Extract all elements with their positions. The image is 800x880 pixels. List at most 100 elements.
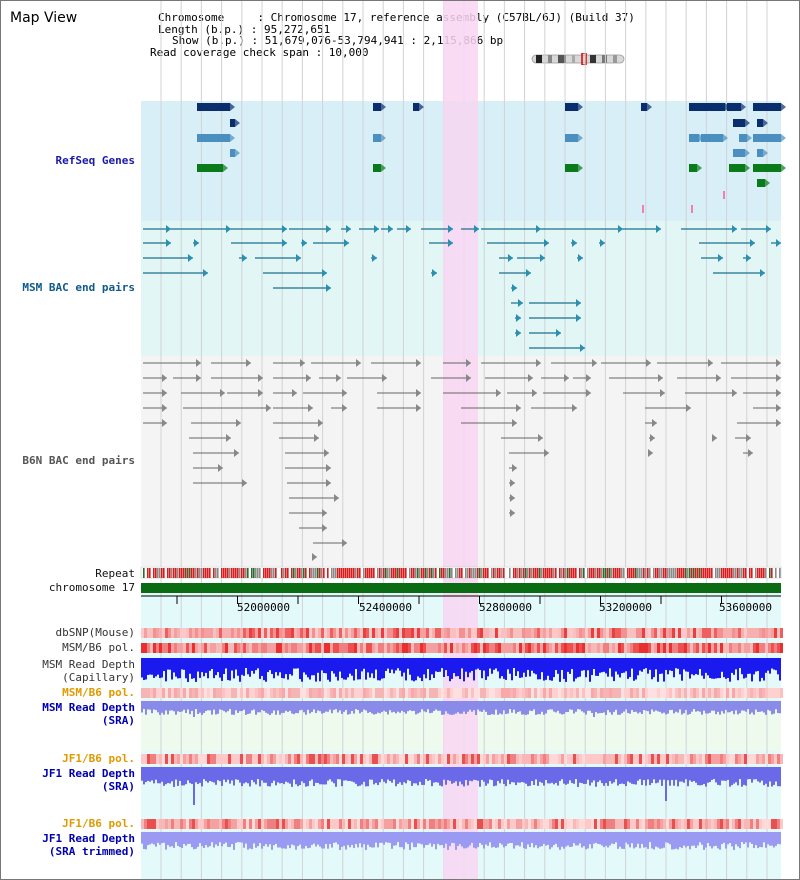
depth-bar [169,701,171,711]
repeat-mark [539,568,541,578]
repeat-mark [371,568,373,578]
depth-bar [547,658,549,676]
depth-bar [475,701,477,715]
depth-bar [763,701,765,713]
depth-bar [735,701,737,711]
depth-bar [401,701,403,711]
depth-bar [551,658,553,681]
heat-cell [258,688,261,698]
depth-bar [361,658,363,672]
depth-bar [693,658,695,676]
chromosome-ideogram[interactable] [530,53,626,65]
depth-bar [619,658,621,678]
repeat-mark [739,568,741,578]
heat-cell [207,643,210,653]
repeat-mark [589,568,591,578]
repeat-mark [149,568,151,578]
gene-feature [757,179,765,187]
heat-cell [339,643,342,653]
heat-cell [714,643,717,653]
depth-bar [497,767,499,782]
repeat-mark [657,568,659,578]
heat-cell [387,628,390,638]
depth-bar [375,767,377,783]
depth-bar [141,832,143,844]
heat-cell [396,754,399,764]
heat-cell [423,688,426,698]
depth-bar [669,767,671,786]
heat-cell [291,628,294,638]
depth-bar [249,658,251,677]
heat-cell [243,643,246,653]
depth-bar [513,701,515,710]
heat-cell [441,819,444,829]
heat-cell [204,754,207,764]
depth-bar [507,767,509,780]
depth-bar [421,658,423,682]
depth-bar [693,832,695,846]
heat-cell [204,643,207,653]
heat-cell [258,754,261,764]
depth-bar [401,832,403,848]
depth-bar [527,767,529,787]
depth-bar [377,767,379,786]
heat-cell [549,628,552,638]
track-label-jf1-b6-pol-2: JF1/B6 pol. [62,817,135,830]
heat-cell [159,643,162,653]
depth-bar [329,832,331,845]
depth-bar [523,832,525,849]
heat-cell [216,643,219,653]
depth-bar [153,767,155,784]
heat-cell [366,688,369,698]
repeat-mark [299,568,301,578]
heat-cell [663,688,666,698]
depth-bar [577,767,579,787]
heat-cell [309,688,312,698]
heat-cell [693,688,696,698]
depth-bar [141,767,143,781]
heat-cell [573,688,576,698]
heat-cell [654,754,657,764]
depth-bar [609,658,611,669]
depth-bar [233,701,235,715]
heat-cell [546,754,549,764]
repeat-mark [533,568,535,578]
depth-bar [529,767,531,786]
heat-cell [267,688,270,698]
heat-cell [663,819,666,829]
depth-bar [741,701,743,711]
depth-bar [237,701,239,713]
heat-cell [324,819,327,829]
depth-bar [497,658,499,672]
depth-bar [551,767,553,783]
heat-cell [372,643,375,653]
heat-cell [603,628,606,638]
repeat-mark [753,568,755,578]
depth-bar [437,832,439,844]
heat-cell [750,628,753,638]
heat-cell [465,688,468,698]
heat-cell [612,754,615,764]
depth-bar [485,767,487,786]
depth-bar [405,767,407,784]
depth-bar [261,767,263,781]
heat-cell [432,628,435,638]
depth-bar [375,832,377,843]
repeat-mark [283,568,285,578]
msm-bac-end [526,269,531,277]
depth-bar [457,767,459,786]
depth-bar [209,767,211,781]
heat-cell [147,819,150,829]
depth-bar [659,767,661,780]
heat-cell [369,628,372,638]
heat-cell [312,754,315,764]
depth-bar [535,701,537,715]
depth-bar [731,767,733,786]
heat-cell [726,688,729,698]
depth-bar [281,701,283,713]
depth-bar [419,701,421,713]
depth-bar [673,701,675,714]
heat-cell [258,628,261,638]
repeat-mark [261,568,263,578]
